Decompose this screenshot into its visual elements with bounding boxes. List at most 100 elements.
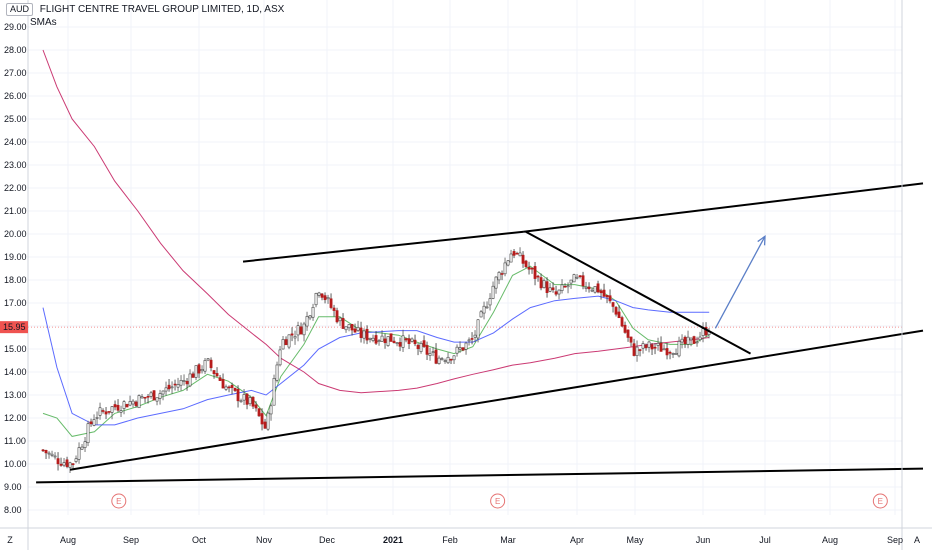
candle-body xyxy=(566,285,570,288)
candle-body xyxy=(332,307,336,311)
trendline-5[interactable] xyxy=(36,467,924,484)
projection-arrow[interactable] xyxy=(714,235,766,329)
earnings-circle[interactable] xyxy=(872,493,888,509)
candle-body xyxy=(524,260,528,268)
candle-body xyxy=(647,341,651,348)
candle xyxy=(128,395,132,407)
x-tick-label: Sep xyxy=(887,535,903,545)
candle xyxy=(554,285,558,297)
candle xyxy=(122,400,126,415)
candle xyxy=(368,337,372,343)
candle-body xyxy=(563,285,567,288)
candle xyxy=(602,283,606,298)
candle xyxy=(386,336,390,347)
indicator-label[interactable]: SMAs xyxy=(30,17,57,28)
sma-lines xyxy=(42,49,710,437)
candle xyxy=(68,461,72,473)
candle xyxy=(209,357,213,372)
trendline-4[interactable] xyxy=(525,230,752,355)
y-tick-label: 8.00 xyxy=(4,505,22,515)
candle xyxy=(365,325,369,345)
candle xyxy=(80,443,84,450)
trendlines[interactable] xyxy=(36,182,924,484)
candle-body xyxy=(89,421,93,425)
candle-body xyxy=(662,348,666,351)
candle xyxy=(59,457,63,467)
candle xyxy=(404,337,408,343)
trendline-3[interactable] xyxy=(69,329,924,471)
y-tick-label: 21.00 xyxy=(4,206,27,216)
candle xyxy=(308,315,312,321)
candle-body xyxy=(263,421,267,429)
candle xyxy=(155,397,159,406)
candle-body xyxy=(644,344,648,349)
candle-body xyxy=(56,458,60,465)
candle xyxy=(536,274,540,282)
candle-body xyxy=(221,379,225,389)
candle-body xyxy=(680,338,684,343)
earnings-marker[interactable]: E xyxy=(872,493,888,509)
candle-body xyxy=(155,397,159,402)
candle xyxy=(662,344,666,351)
candle-body xyxy=(539,277,543,289)
candle xyxy=(239,398,243,403)
candle-body xyxy=(431,351,435,353)
candle-body xyxy=(605,295,609,298)
earnings-marker[interactable]: E xyxy=(490,493,506,509)
candle-body xyxy=(233,387,237,391)
y-tick-label: 23.00 xyxy=(4,160,27,170)
candle xyxy=(674,348,678,355)
candle xyxy=(563,283,567,288)
candle xyxy=(299,322,303,335)
candle xyxy=(374,331,378,346)
candle xyxy=(263,418,267,429)
earnings-marker[interactable]: E xyxy=(111,493,127,509)
candle-body xyxy=(464,342,468,350)
candle-body xyxy=(569,279,573,284)
symbol-title[interactable]: FLIGHT CENTRE TRAVEL GROUP LIMITED, 1D, … xyxy=(39,4,285,15)
candle xyxy=(314,292,318,308)
candle xyxy=(269,403,273,421)
candle-body xyxy=(686,336,690,345)
earnings-circle[interactable] xyxy=(111,493,127,509)
candle-body xyxy=(482,305,486,314)
candle xyxy=(689,337,693,347)
candle xyxy=(296,321,300,342)
candle xyxy=(668,350,672,360)
candle xyxy=(224,384,228,391)
candle-body xyxy=(191,373,195,378)
earnings-label: E xyxy=(495,497,500,506)
candle xyxy=(491,281,495,300)
candle xyxy=(659,336,663,352)
candle-body xyxy=(653,346,657,349)
candle xyxy=(173,379,177,391)
trendline-1[interactable] xyxy=(242,230,524,263)
candle xyxy=(284,336,288,346)
x-tick-label: Apr xyxy=(570,535,584,545)
candle xyxy=(419,341,423,354)
candle xyxy=(236,385,240,408)
candle-body xyxy=(293,336,297,339)
scale-mode-right[interactable]: A xyxy=(914,535,920,545)
candle-body xyxy=(617,311,621,319)
candle-body xyxy=(95,417,99,419)
trendline-2[interactable] xyxy=(523,182,924,233)
earnings-circle[interactable] xyxy=(490,493,506,509)
candle-body xyxy=(389,333,393,342)
candle xyxy=(485,301,489,309)
candle xyxy=(251,396,255,409)
candle xyxy=(521,251,525,268)
projection-arrow-head[interactable] xyxy=(757,234,766,246)
candle-body xyxy=(446,356,450,364)
currency-badge[interactable]: AUD xyxy=(6,3,34,16)
candle xyxy=(353,323,357,333)
y-tick-label: 26.00 xyxy=(4,91,27,101)
candle-body xyxy=(509,253,513,263)
candle xyxy=(623,321,627,334)
candle xyxy=(110,406,114,420)
candle xyxy=(506,259,510,267)
scale-mode-left[interactable]: Z xyxy=(7,535,13,545)
candle-body xyxy=(641,343,645,349)
candle xyxy=(212,370,216,379)
